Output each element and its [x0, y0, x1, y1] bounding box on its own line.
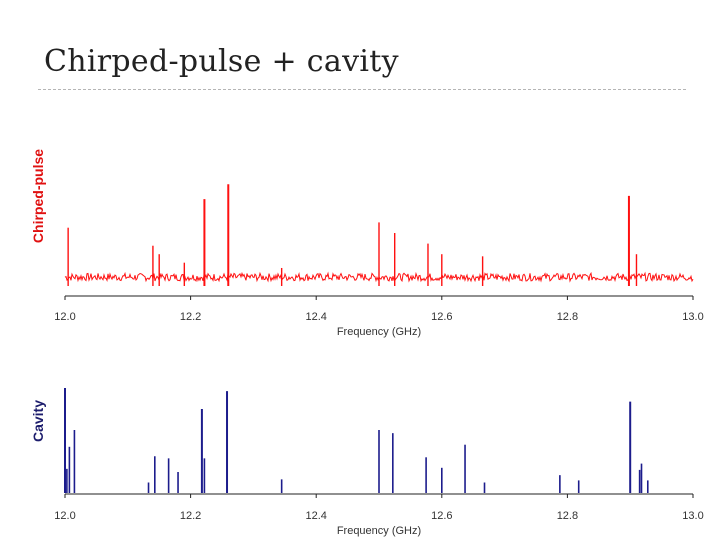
- chirped-pulse-x-ticks: 12.0 12.2 12.4 12.6 12.8 13.0: [54, 296, 704, 323]
- chirped-pulse-tick-label: 12.0: [54, 311, 75, 323]
- chirped-pulse-tick-label: 13.0: [682, 311, 703, 323]
- chirped-pulse-y-label: Chirped-pulse: [30, 149, 46, 243]
- chirped-pulse-tick-label: 12.6: [431, 311, 452, 323]
- title-divider: [38, 89, 686, 90]
- cavity-panel: Cavity 12.0 12.2 12.4 12.6 12.8 13.0 Frequenc…: [30, 388, 704, 537]
- slide-title: Chirped-pulse + cavity: [44, 44, 399, 79]
- chirped-pulse-tick-label: 12.2: [180, 311, 201, 323]
- cavity-tick-label: 13.0: [682, 510, 703, 522]
- chirped-pulse-tick-label: 12.4: [305, 311, 326, 323]
- cavity-x-label: Frequency (GHz): [337, 525, 421, 537]
- cavity-tick-label: 12.0: [54, 510, 75, 522]
- chirped-pulse-tick-label: 12.8: [557, 311, 578, 323]
- cavity-lines: [64, 388, 649, 493]
- cavity-tick-label: 12.2: [180, 510, 201, 522]
- cavity-tick-label: 12.6: [431, 510, 452, 522]
- cavity-tick-label: 12.8: [557, 510, 578, 522]
- cavity-tick-label: 12.4: [305, 510, 326, 522]
- chirped-pulse-peaks: [67, 184, 638, 286]
- chirped-pulse-x-label: Frequency (GHz): [337, 326, 421, 338]
- chirped-pulse-panel: Chirped-pulse 12.0 12.2 12.4 12.6 12.8 13.0 F…: [30, 149, 704, 338]
- cavity-y-label: Cavity: [30, 400, 46, 442]
- cavity-x-ticks: 12.0 12.2 12.4 12.6 12.8 13.0: [54, 494, 704, 522]
